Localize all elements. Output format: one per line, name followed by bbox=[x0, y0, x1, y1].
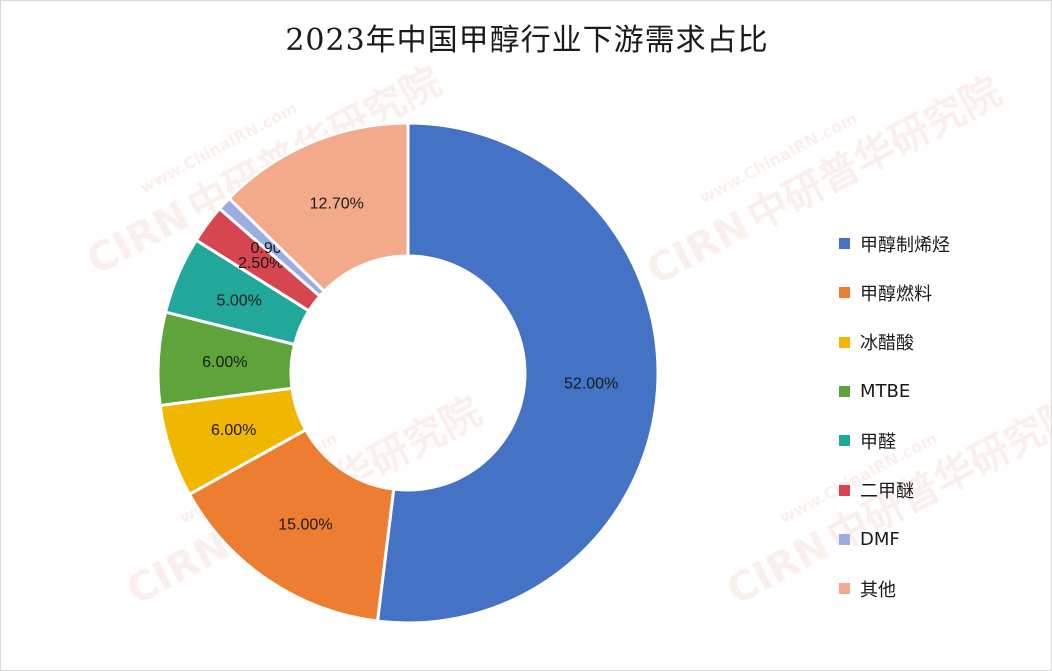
legend-swatch bbox=[839, 583, 850, 595]
legend-label: 甲醛 bbox=[860, 431, 896, 453]
legend-item-3: MTBE bbox=[839, 367, 950, 416]
legend-item-7: 其他 bbox=[839, 564, 950, 613]
legend-label: 甲醇燃料 bbox=[860, 283, 932, 305]
legend-label: DMF bbox=[860, 528, 900, 550]
legend-label: 其他 bbox=[860, 579, 896, 601]
legend-swatch bbox=[839, 484, 850, 496]
legend-swatch bbox=[839, 435, 850, 447]
data-label-2: 6.00% bbox=[211, 422, 256, 439]
data-label-5: 2.50% bbox=[238, 255, 283, 272]
legend-label: 冰醋酸 bbox=[860, 333, 914, 355]
chart-legend: 甲醇制烯烃甲醇燃料冰醋酸 MTBE 甲醛二甲醚 DMF 其他 bbox=[839, 219, 950, 613]
legend-label: MTBE bbox=[860, 381, 911, 403]
data-label-1: 15.00% bbox=[278, 517, 332, 534]
legend-item-2: 冰醋酸 bbox=[839, 318, 950, 367]
donut-slice-0 bbox=[375, 121, 660, 625]
data-label-3: 6.00% bbox=[202, 354, 247, 371]
legend-item-1: 甲醇燃料 bbox=[839, 268, 950, 317]
data-label-7: 12.70% bbox=[310, 195, 364, 212]
chart-title: 2023年中国甲醇行业下游需求占比 bbox=[285, 23, 769, 58]
legend-item-0: 甲醇制烯烃 bbox=[839, 219, 950, 268]
legend-swatch bbox=[839, 238, 850, 250]
legend-swatch bbox=[839, 533, 850, 545]
legend-label: 甲醇制烯烃 bbox=[860, 234, 950, 256]
legend-item-4: 甲醛 bbox=[839, 416, 950, 465]
legend-swatch bbox=[839, 386, 850, 398]
donut-slice-7 bbox=[227, 121, 410, 294]
data-label-0: 52.00% bbox=[564, 376, 618, 393]
data-label-4: 5.00% bbox=[217, 292, 262, 309]
legend-item-5: 二甲醚 bbox=[839, 465, 950, 514]
legend-label: 二甲醚 bbox=[860, 481, 914, 503]
legend-swatch bbox=[839, 336, 850, 348]
legend-item-6: DMF bbox=[839, 515, 950, 564]
donut-slice-1 bbox=[187, 427, 396, 623]
legend-swatch bbox=[839, 287, 850, 299]
